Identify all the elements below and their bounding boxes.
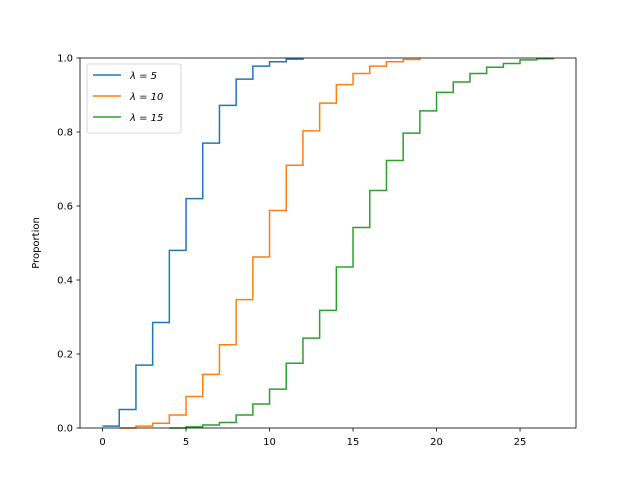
legend-box (86, 63, 182, 134)
x-tick-label: 20 (430, 437, 443, 448)
y-tick-label: 0.4 (57, 276, 73, 287)
series-layer (102, 57, 555, 429)
legend-label-2: λ = 10 (129, 92, 163, 103)
axes-frame (79, 57, 577, 429)
x-tick-label: 0 (99, 437, 105, 448)
x-tick-label: 25 (514, 437, 527, 448)
y-axis-label: Proportion (31, 217, 42, 269)
x-tick-label: 10 (263, 437, 276, 448)
y-axis: 0.0 0.2 0.4 0.6 0.8 1.0 (57, 54, 80, 435)
legend-label-3: λ = 15 (129, 113, 163, 124)
x-tick-label: 5 (183, 437, 189, 448)
legend: λ = 5 λ = 10 λ = 15 (86, 63, 182, 134)
y-tick-label: 0.0 (57, 424, 73, 435)
legend-label-1: λ = 5 (129, 71, 157, 82)
series-line-3 (169, 57, 555, 429)
y-tick-label: 0.6 (57, 202, 73, 213)
y-tick-label: 0.2 (57, 350, 73, 361)
x-tick-label: 15 (347, 437, 360, 448)
y-tick-label: 0.8 (57, 128, 73, 139)
series-line-1 (102, 58, 304, 427)
series-line-2 (119, 58, 421, 429)
y-tick-label: 1.0 (57, 54, 73, 65)
x-axis: 0 5 10 15 20 25 (99, 428, 526, 448)
